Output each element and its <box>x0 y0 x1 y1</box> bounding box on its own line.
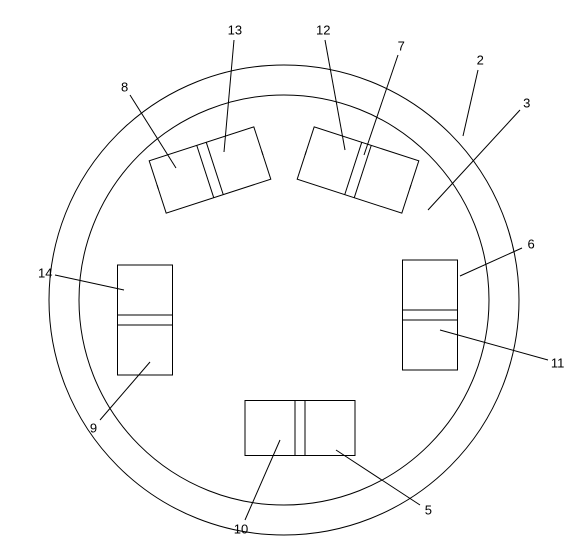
callout-label-3: 3 <box>523 95 530 110</box>
callout-label-5: 5 <box>425 503 432 518</box>
callout-label-8: 8 <box>121 79 128 94</box>
callout-label-14: 14 <box>38 265 52 280</box>
callout-label-2: 2 <box>477 53 484 68</box>
callout-label-11: 11 <box>551 355 565 370</box>
callout-label-10: 10 <box>234 522 248 537</box>
callout-label-13: 13 <box>228 23 242 38</box>
callout-label-6: 6 <box>527 236 534 251</box>
callout-label-12: 12 <box>316 23 330 38</box>
callout-label-9: 9 <box>90 420 97 435</box>
svg-layer <box>0 0 584 551</box>
diagram-canvas: 13 8 12 7 2 3 6 11 5 10 9 14 <box>0 0 584 551</box>
callout-label-7: 7 <box>398 38 405 53</box>
